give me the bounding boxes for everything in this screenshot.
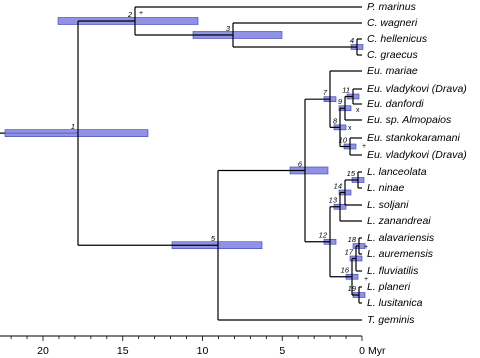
taxon-label: L. planeri <box>367 281 411 293</box>
axis-tick-label: 0 <box>359 345 365 357</box>
taxon-label: L. alavariensis <box>367 232 435 244</box>
node-label: 12 <box>319 231 328 240</box>
node-label: 10 <box>339 135 348 144</box>
node-label: 7 <box>323 88 328 97</box>
node-label: 16 <box>341 266 350 275</box>
marker: + <box>362 143 366 150</box>
taxon-label: L. fluviatilis <box>367 265 419 277</box>
taxon-label: Eu. vladykovi (Drava) <box>367 83 467 95</box>
axis-tick-label: 15 <box>117 345 129 357</box>
node-label: 4 <box>350 36 354 45</box>
taxon-label: L. zanandreai <box>367 215 431 227</box>
taxon-label: L. ninae <box>367 182 405 194</box>
taxon-label: Eu. sp. Almopaios <box>367 114 452 126</box>
marker: + <box>139 10 143 17</box>
node-label: 15 <box>347 169 356 178</box>
taxon-label: C. hellenicus <box>367 33 428 45</box>
node-label: 1 <box>71 122 75 131</box>
taxon-label: L. lusitanica <box>367 297 423 309</box>
axis-tick-label: 5 <box>279 345 285 357</box>
taxon-label: T. geminis <box>367 314 415 326</box>
marker: + <box>364 244 368 251</box>
taxon-label: L. auremensis <box>367 248 434 260</box>
taxon-label: C. wagneri <box>367 17 418 29</box>
node-label: 3 <box>226 24 231 33</box>
marker: x <box>348 125 352 132</box>
node-label: 2 <box>127 10 133 19</box>
taxon-label: Eu. mariae <box>367 65 418 77</box>
node-label: 13 <box>329 196 338 205</box>
axis-tick-label: 10 <box>197 345 209 357</box>
marker: + <box>364 276 368 283</box>
taxon-label: Eu. danfordi <box>367 98 424 110</box>
node-label: 19 <box>348 284 357 293</box>
taxon-label: P. marinus <box>367 1 417 13</box>
node-label: 8 <box>333 116 338 125</box>
node-label: 9 <box>338 97 343 106</box>
node-label: 5 <box>211 234 216 243</box>
marker: x <box>356 107 360 114</box>
node-label: 17 <box>345 247 354 256</box>
taxon-label: Eu. vladykovi (Drava) <box>367 149 467 161</box>
age-bar <box>4 129 149 137</box>
taxon-label: C. graecus <box>367 49 419 61</box>
node-label: 14 <box>334 181 342 190</box>
taxon-label: L. lanceolata <box>367 166 427 178</box>
axis-tick-label: 20 <box>37 345 49 357</box>
axis-unit: Myr <box>368 345 386 357</box>
taxon-label: L. soljani <box>367 199 409 211</box>
taxon-label: Eu. stankokaramani <box>367 132 460 144</box>
node-label: 6 <box>298 159 303 168</box>
node-label: 18 <box>348 235 357 244</box>
node-label: 11 <box>342 85 350 94</box>
